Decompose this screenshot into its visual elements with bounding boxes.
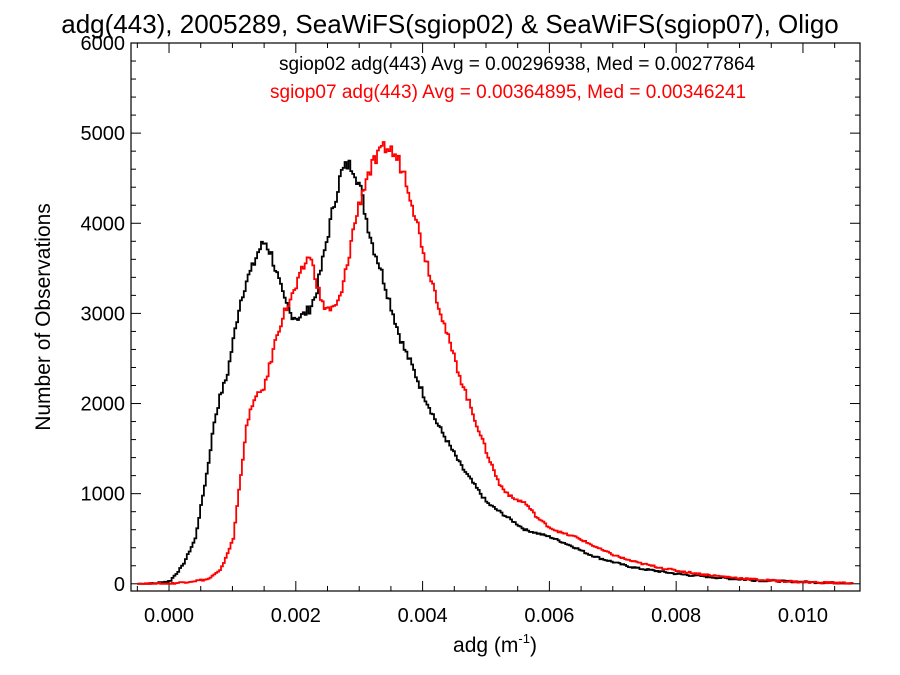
y-tick-label: 0 <box>114 574 125 596</box>
x-axis-label-superscript: -1 <box>518 631 530 646</box>
x-axis-label-close: ) <box>530 634 537 657</box>
plot-frame <box>130 42 861 592</box>
legend-entry-sgiop02: sgiop02 adg(443) Avg = 0.00296938, Med =… <box>279 54 756 75</box>
x-axis-label: adg (m-1) <box>453 631 537 657</box>
y-tick-label: 3000 <box>81 303 126 325</box>
y-axis-ticks: 0 1000 2000 3000 4000 5000 6000 <box>81 33 860 596</box>
x-axis-label-main: adg (m <box>453 634 518 657</box>
y-tick-label: 4000 <box>81 213 126 235</box>
y-tick-label: 5000 <box>81 123 126 145</box>
x-tick-label: 0.008 <box>651 605 701 627</box>
legend-entry-sgiop07: sgiop07 adg(443) Avg = 0.00364895, Med =… <box>270 82 746 103</box>
series-line-sgiop02 <box>137 159 854 585</box>
series-line-sgiop07 <box>137 141 854 585</box>
x-tick-label: 0.000 <box>144 605 194 627</box>
y-tick-label: 6000 <box>81 33 126 55</box>
x-tick-label: 0.006 <box>524 605 574 627</box>
series-layer <box>137 141 854 585</box>
y-tick-label: 1000 <box>81 484 126 506</box>
y-axis-label: Number of Observations <box>32 203 55 431</box>
x-tick-label: 0.002 <box>271 605 321 627</box>
x-tick-label: 0.010 <box>778 605 828 627</box>
x-tick-label: 0.004 <box>398 605 448 627</box>
chart-title: adg(443), 2005289, SeaWiFS(sgiop02) & Se… <box>61 9 839 39</box>
y-tick-label: 2000 <box>81 394 126 416</box>
x-axis-ticks: 0.000 0.002 0.004 0.006 0.008 0.010 <box>136 43 836 627</box>
